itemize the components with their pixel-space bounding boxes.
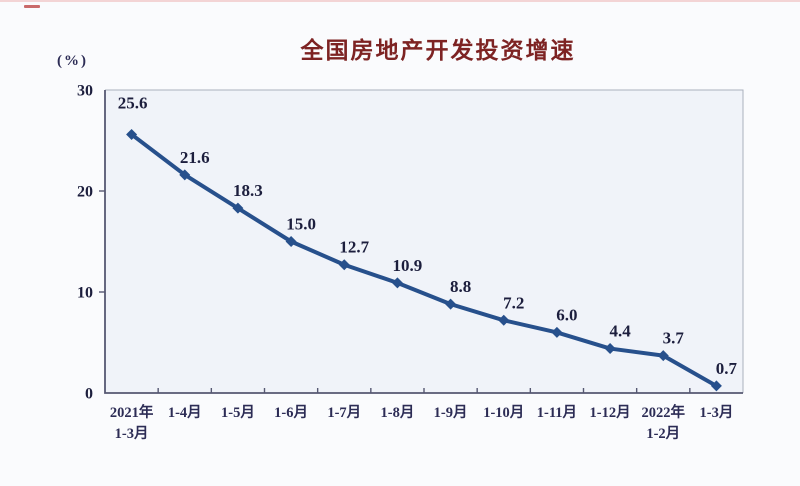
y-tick-label: 30 <box>77 83 93 100</box>
data-label: 10.9 <box>393 256 423 275</box>
data-label: 15.0 <box>286 215 316 234</box>
data-label: 0.7 <box>716 359 738 378</box>
data-label: 8.8 <box>450 277 471 296</box>
data-point <box>604 343 616 355</box>
data-point <box>285 236 297 247</box>
y-tick-label: 20 <box>77 184 93 201</box>
plot-area <box>105 90 743 393</box>
y-axis-unit-label: (%) <box>57 53 88 69</box>
plot-border-light <box>105 89 744 393</box>
data-point <box>445 298 457 310</box>
x-tick-label: 1-6月 <box>274 404 308 421</box>
data-label: 12.7 <box>339 238 369 257</box>
x-tick-label: 1-9月 <box>434 404 468 421</box>
data-point <box>498 314 510 326</box>
data-label: 4.4 <box>609 322 631 341</box>
data-point <box>391 277 403 289</box>
x-tick-label: 2022年 1-2月 <box>642 403 686 442</box>
data-label: 25.6 <box>118 93 148 112</box>
data-point <box>710 380 722 392</box>
x-tick-label: 1-12月 <box>590 404 631 421</box>
chart-title: 全国房地产开发投资增速 <box>300 37 576 63</box>
x-tick-label: 1-10月 <box>483 404 524 421</box>
data-point <box>338 259 350 271</box>
data-point <box>232 202 244 214</box>
y-tick-label: 10 <box>77 285 93 302</box>
data-point <box>551 326 563 338</box>
y-tick-label: 0 <box>85 386 93 403</box>
data-label: 3.7 <box>663 329 685 348</box>
x-tick-label: 1-3月 <box>699 404 733 421</box>
x-tick-label: 1-8月 <box>380 404 414 421</box>
x-tick-label: 1-4月 <box>168 404 202 421</box>
page-top-edge-line <box>0 0 800 2</box>
data-label: 7.2 <box>503 293 524 312</box>
x-tick-label: 1-11月 <box>537 404 577 421</box>
investment-growth-line <box>129 132 719 388</box>
data-point <box>179 169 191 181</box>
data-label: 6.0 <box>556 305 577 324</box>
data-point <box>126 128 138 140</box>
x-tick-label: 1-7月 <box>327 404 361 421</box>
data-label: 18.3 <box>233 181 263 200</box>
data-label: 21.6 <box>180 148 210 167</box>
data-point <box>657 350 669 362</box>
red-dash-mark <box>24 5 40 8</box>
x-tick-label: 2021年 1-3月 <box>110 403 154 442</box>
x-tick-label: 1-5月 <box>221 404 255 421</box>
